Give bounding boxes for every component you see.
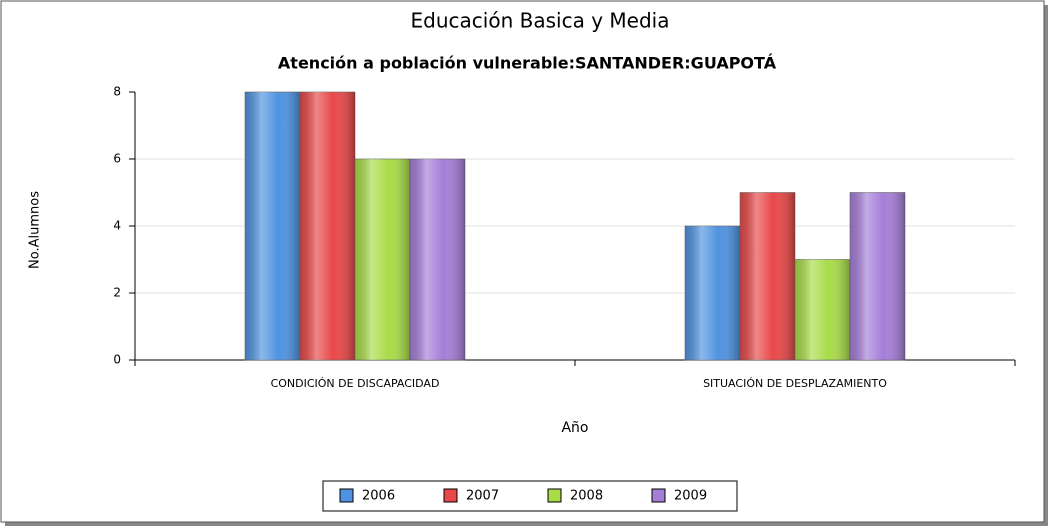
legend-label: 2006: [362, 489, 395, 504]
x-axis-label: Año: [561, 420, 588, 436]
y-tick-label: 8: [113, 85, 121, 99]
chart-title: Educación Basica y Media: [411, 9, 670, 33]
legend-swatch: [651, 488, 666, 503]
y-tick-label: 6: [113, 152, 121, 166]
y-tick-label: 2: [113, 286, 121, 300]
bar-highlight: [850, 192, 905, 360]
legend-swatch: [547, 488, 562, 503]
x-tick-label: CONDICIÓN DE DISCAPACIDAD: [271, 377, 440, 390]
legend-swatch: [339, 488, 354, 503]
bar-highlight: [795, 259, 850, 360]
bar-highlight: [355, 159, 410, 360]
bar-highlight: [740, 192, 795, 360]
legend-label: 2009: [674, 489, 707, 504]
bar-highlight: [245, 92, 300, 360]
legend-box: [322, 480, 738, 512]
y-axis-label: No.Alumnos: [28, 191, 43, 269]
legend-label: 2007: [466, 489, 499, 504]
bar-highlight: [300, 92, 355, 360]
bar-highlight: [410, 159, 465, 360]
x-tick-label: SITUACIÓN DE DESPLAZAMIENTO: [703, 377, 887, 390]
bar-highlight: [685, 226, 740, 360]
chart-subtitle: Atención a población vulnerable:SANTANDE…: [278, 54, 777, 73]
legend-swatch: [443, 488, 458, 503]
y-tick-label: 0: [113, 353, 121, 367]
legend-label: 2008: [570, 489, 603, 504]
y-tick-label: 4: [113, 219, 121, 233]
